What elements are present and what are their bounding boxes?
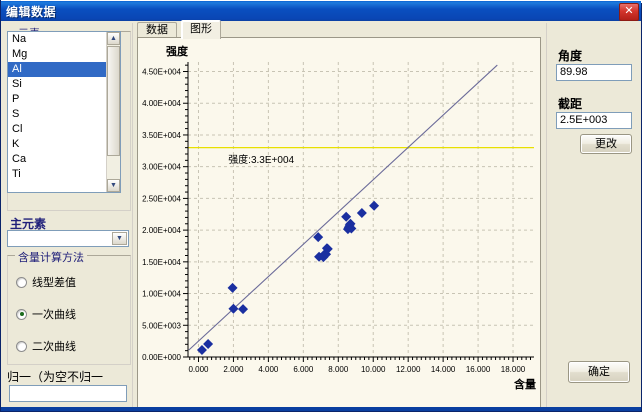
intercept-label: 截距 [558,97,583,111]
svg-text:14.000: 14.000 [431,365,456,374]
scroll-down-icon[interactable]: ▼ [107,179,120,192]
tab-bar: 数据 图形 [137,20,537,39]
element-list-scrollbar[interactable]: ▲ ▼ [106,32,120,192]
main-element-label: 主元素 [10,217,47,231]
radio-icon[interactable] [16,340,27,352]
svg-text:10.000: 10.000 [361,365,386,374]
angle-label: 角度 [558,49,583,63]
intercept-field[interactable]: 2.5E+003 [556,112,632,129]
svg-text:4.00E+004: 4.00E+004 [142,99,181,108]
ok-button[interactable]: 确定 [568,361,630,383]
normalize-input[interactable] [9,385,127,402]
method-group-label: 含量计算方法 [15,249,87,265]
radio-label: 线型差值 [32,277,76,289]
svg-text:2.00E+004: 2.00E+004 [142,226,181,235]
main-element-combo[interactable]: ▼ [7,230,129,247]
svg-text:3.00E+004: 3.00E+004 [142,163,181,172]
radio-label: 二次曲线 [32,341,76,353]
normalize-label: 归一（为空不归一 [7,370,104,384]
list-item[interactable]: Na [12,33,27,45]
change-button[interactable]: 更改 [580,134,632,154]
x-axis-title: 含量 [514,379,536,391]
method-group-box: 含量计算方法 线型差值 一次曲线 二次曲线 [7,249,131,365]
svg-text:5.00E+003: 5.00E+003 [142,321,181,330]
scrollbar-thumb[interactable] [107,46,120,156]
radio-linear-interp[interactable]: 线型差值 [16,274,76,290]
svg-text:3.50E+004: 3.50E+004 [142,131,181,140]
svg-text:4.000: 4.000 [258,365,279,374]
svg-text:2.50E+004: 2.50E+004 [142,194,181,203]
svg-text:2.000: 2.000 [223,365,244,374]
list-item[interactable]: Ti [12,168,21,180]
svg-text:6.000: 6.000 [293,365,314,374]
right-panel-divider [546,23,547,409]
list-item[interactable]: Ca [12,153,27,165]
window-title: 编辑数据 [6,4,57,19]
svg-text:18.000: 18.000 [501,365,526,374]
svg-text:0.000: 0.000 [188,365,209,374]
radio-second-order-curve[interactable]: 二次曲线 [16,338,76,354]
svg-text:12.000: 12.000 [396,365,421,374]
svg-text:1.50E+004: 1.50E+004 [142,258,181,267]
tab-data[interactable]: 数据 [137,22,177,39]
svg-text:4.50E+004: 4.50E+004 [142,68,181,77]
window-title-bar: 编辑数据 ✕ [1,1,641,21]
radio-label: 一次曲线 [32,309,76,321]
list-item[interactable]: K [12,138,20,150]
list-item[interactable]: Mg [12,48,28,60]
right-parameters-panel: 角度 89.98 截距 2.5E+003 更改 确定 [546,23,641,409]
left-settings-panel: 元素 Na Mg Al Si P S Cl K Ca Ti ▲ ▼ 主元素 [3,23,131,409]
svg-text:16.000: 16.000 [466,365,491,374]
list-item[interactable]: P [12,93,20,105]
y-axis-title: 强度 [166,46,188,58]
svg-text:1.00E+004: 1.00E+004 [142,290,181,299]
scroll-up-icon[interactable]: ▲ [107,32,120,45]
panel-divider [132,23,133,409]
chart-panel[interactable]: 0.00E+000 5.00E+003 1.00E+004 1.50E+004 2.00… [137,37,541,409]
svg-text:0.00E+000: 0.00E+000 [142,353,181,362]
window-bottom-strip [1,407,641,411]
radio-icon[interactable] [16,276,27,288]
chevron-down-icon[interactable]: ▼ [112,232,127,245]
radio-first-order-curve[interactable]: 一次曲线 [16,306,76,322]
list-item[interactable]: S [12,108,20,120]
list-item[interactable]: Si [12,78,22,90]
list-item[interactable]: Cl [12,123,23,135]
intercept-value: 2.5E+003 [560,114,608,126]
svg-text:8.000: 8.000 [328,365,349,374]
angle-field[interactable]: 89.98 [556,64,632,81]
angle-value: 89.98 [560,66,588,78]
annotation-label: 强度:3.3E+004 [228,154,295,166]
element-list[interactable]: Na Mg Al Si P S Cl K Ca Ti ▲ ▼ [7,31,121,193]
list-item-selected[interactable]: Al [8,62,107,77]
close-icon[interactable]: ✕ [619,3,639,21]
element-list-items: Na Mg Al Si P S Cl K Ca Ti [8,32,107,192]
scatter-chart: 0.00E+000 5.00E+003 1.00E+004 1.50E+004 2.00… [142,62,534,374]
tab-graph[interactable]: 图形 [181,20,221,39]
radio-icon-selected[interactable] [16,308,27,320]
